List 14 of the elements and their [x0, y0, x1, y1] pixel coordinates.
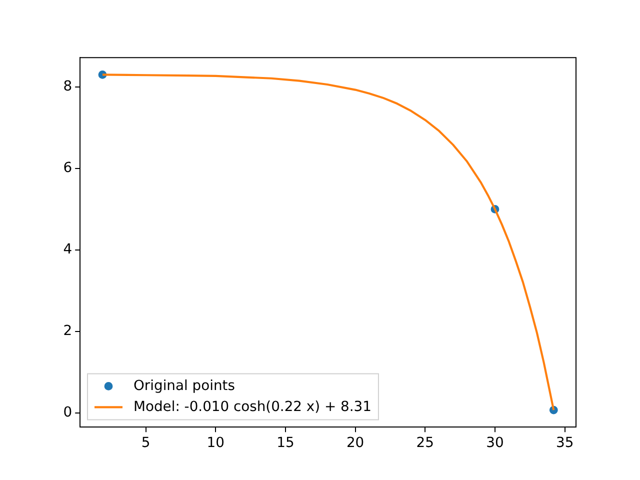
y-tick-label: 2	[63, 323, 72, 340]
y-tick-label: 4	[63, 242, 72, 258]
x-tick-label: 5	[141, 435, 150, 452]
x-tick-label: 35	[556, 435, 574, 452]
x-tick-label: 25	[416, 435, 434, 452]
y-tick-label: 8	[63, 78, 72, 95]
y-tick-label: 0	[63, 404, 72, 421]
legend-label: Original points	[134, 378, 235, 394]
y-tick-label: 6	[63, 160, 72, 176]
x-tick-label: 15	[276, 435, 294, 452]
x-tick-label: 10	[206, 435, 224, 452]
x-tick-label: 20	[346, 435, 364, 452]
legend-label: Model: -0.010 cosh(0.22 x) + 8.31	[134, 398, 372, 415]
x-tick-label: 30	[486, 435, 504, 452]
